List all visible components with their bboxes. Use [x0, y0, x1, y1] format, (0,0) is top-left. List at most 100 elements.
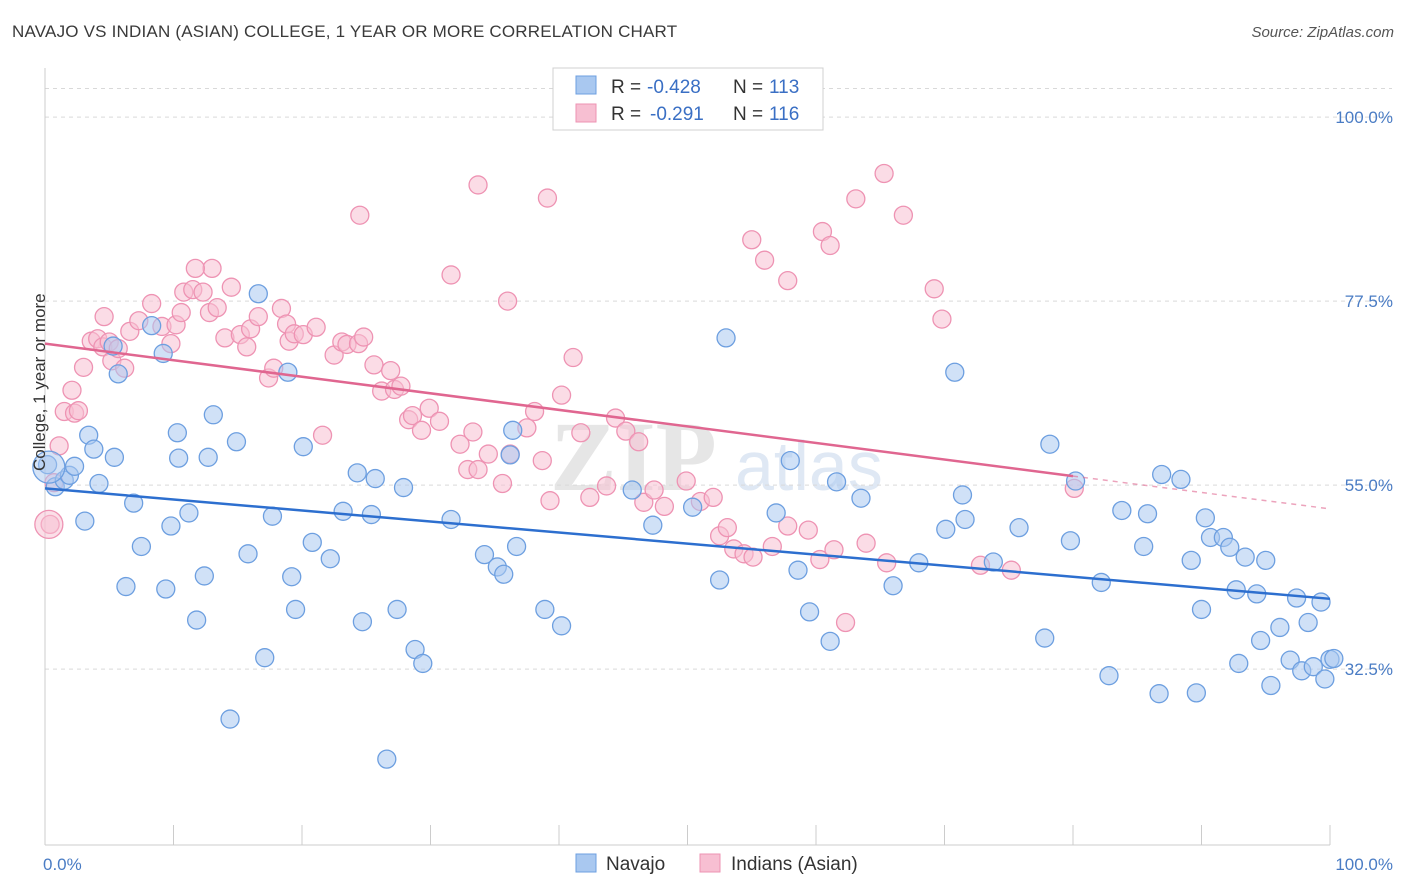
navajo-point: [955, 509, 975, 530]
navajo-point: [161, 516, 181, 536]
indian-point: [874, 163, 894, 184]
navajo-point: [936, 519, 956, 539]
y-axis-label: College, 1 year or more: [30, 293, 49, 471]
navajo-point: [1171, 469, 1191, 490]
navajo-point: [503, 420, 523, 440]
indian-point: [463, 422, 483, 442]
bottom-legend-swatch-indian: [699, 853, 721, 873]
navajo-point: [622, 480, 642, 500]
bottom-legend-swatch-navajo: [575, 853, 597, 873]
bottom-legend-label-indian: Indians (Asian): [731, 854, 858, 875]
indian-point: [248, 306, 268, 327]
navajo-point: [952, 485, 973, 505]
navajo-point: [1099, 666, 1119, 686]
navajo-point: [167, 423, 188, 443]
navajo-point: [186, 610, 207, 630]
navajo-point: [1152, 464, 1172, 485]
indian-point: [676, 471, 696, 491]
indian-point: [468, 459, 488, 480]
trend-line-indian: [44, 342, 1074, 478]
indian-point: [354, 327, 374, 347]
navajo-point: [500, 445, 520, 465]
indian-point: [798, 520, 818, 540]
indian-point: [856, 533, 876, 553]
legend-box: [552, 67, 824, 131]
indian-point: [629, 432, 649, 452]
navajo-point: [179, 503, 199, 523]
series-navajo-points: [32, 284, 1344, 769]
navajo-point: [226, 432, 247, 452]
indian-point: [571, 423, 591, 443]
indian-point: [532, 450, 552, 471]
legend-r-label-navajo: R =: [611, 77, 641, 98]
indian-point: [742, 230, 762, 250]
indian-point: [391, 376, 411, 396]
navajo-point: [799, 602, 820, 622]
navajo-point: [551, 616, 572, 636]
indian-point: [778, 516, 798, 536]
navajo-point: [1149, 684, 1169, 704]
indian-point: [202, 258, 222, 279]
navajo-point: [285, 599, 306, 620]
indian-point: [932, 309, 952, 329]
navajo-point: [278, 362, 298, 382]
navajo-point: [945, 362, 965, 382]
indian-point: [654, 496, 675, 517]
indian-point: [754, 250, 775, 270]
indian-point: [402, 405, 423, 426]
navajo-point: [682, 497, 703, 517]
navajo-point: [1112, 500, 1132, 521]
navajo-point: [387, 599, 407, 620]
navajo-point: [1261, 675, 1281, 696]
x-tick-label-left: 0.0%: [43, 855, 82, 874]
navajo-point: [1191, 599, 1212, 620]
indian-point: [419, 398, 439, 418]
navajo-point: [156, 579, 176, 599]
indian-point: [68, 401, 89, 421]
navajo-point: [1235, 547, 1255, 567]
indian-point: [492, 473, 513, 494]
navajo-point: [293, 437, 313, 457]
indian-point: [846, 189, 866, 209]
legend-r-label-indian: R =: [611, 104, 641, 125]
indian-point: [778, 271, 798, 291]
indian-point: [429, 411, 450, 431]
legend-r-value-indian: -0.291: [650, 104, 704, 125]
navajo-point: [32, 450, 66, 484]
indian-point: [703, 487, 723, 508]
legend-swatch-indian: [575, 103, 597, 123]
navajo-point: [441, 509, 461, 530]
indian-point: [540, 491, 560, 511]
navajo-point: [1315, 669, 1335, 689]
legend-r-value-navajo: -0.428: [647, 77, 701, 98]
indian-point: [364, 355, 384, 375]
y-tick-label: 32.5%: [1345, 660, 1393, 679]
navajo-point: [1311, 592, 1331, 612]
indian-point: [478, 444, 498, 464]
indian-point: [644, 480, 664, 500]
navajo-point: [347, 463, 367, 483]
navajo-point: [1035, 628, 1055, 648]
navajo-point: [1250, 630, 1271, 651]
navajo-point: [643, 515, 663, 535]
legend-n-label-navajo: N =: [733, 77, 763, 98]
navajo-point: [826, 472, 847, 492]
trend-line-indian-extension: [1072, 475, 1331, 510]
navajo-point: [104, 447, 125, 467]
navajo-point: [282, 567, 302, 587]
indian-point: [185, 258, 205, 279]
navajo-point: [75, 511, 95, 531]
navajo-point: [168, 448, 189, 468]
trend-line-navajo: [44, 487, 1331, 601]
navajo-point: [1270, 617, 1290, 638]
indian-point: [73, 357, 94, 377]
navajo-point: [361, 504, 382, 525]
y-tick-label: 77.5%: [1345, 292, 1393, 311]
navajo-point: [320, 549, 340, 569]
bottom-legend-label-navajo: Navajo: [606, 854, 665, 875]
indian-point: [580, 487, 600, 508]
navajo-point: [1298, 612, 1318, 633]
legend-n-value-indian: 116: [769, 104, 799, 125]
indian-point: [411, 420, 432, 440]
navajo-point: [1303, 657, 1323, 677]
